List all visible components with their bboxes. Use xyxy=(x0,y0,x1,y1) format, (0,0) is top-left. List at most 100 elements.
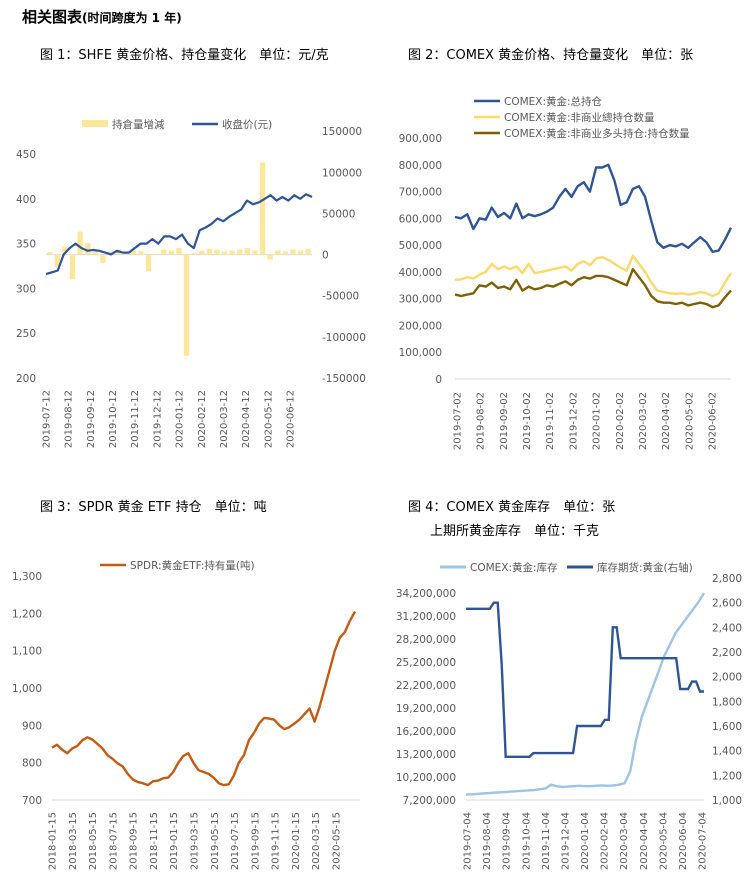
c1-yright-tick: 50000 xyxy=(322,208,355,220)
c1-bar xyxy=(206,248,212,255)
c1-bar xyxy=(161,249,167,255)
c3-x-tick: 2018-05-15 xyxy=(88,812,99,870)
c4-yleft-tick: 16,200,000 xyxy=(396,726,456,738)
c1-yright-tick: 0 xyxy=(322,250,329,262)
c1-legend-bar-label: 持倉量增減 xyxy=(112,118,165,131)
c4-comex-inventory-line xyxy=(465,592,706,796)
c1-bar xyxy=(138,251,144,255)
c1-bar xyxy=(237,249,243,255)
c1-yleft-tick: 250 xyxy=(16,328,36,340)
c2-y-tick: 300,000 xyxy=(399,294,442,306)
c2-series-line xyxy=(454,254,733,298)
c4-legend-shfe-label: 库存期货:黄金(右轴) xyxy=(597,561,693,574)
c2-x-tick: 2020-04-02 xyxy=(661,392,672,450)
c1-x-tick: 2019-12-12 xyxy=(152,390,163,448)
chart1-title: 图 1：SHFE 黄金价格、持仓量变化 单位：元/克 xyxy=(40,48,329,63)
c2-x-tick: 2020-05-02 xyxy=(684,392,695,450)
c2-y-tick: 700,000 xyxy=(399,187,442,199)
c1-x-tick: 2019-11-12 xyxy=(130,390,141,448)
c3-y-tick: 1,100 xyxy=(12,646,42,658)
c4-yright-tick: 1,400 xyxy=(712,746,742,758)
c3-y-tick: 1,000 xyxy=(12,683,42,695)
c1-yright-tick: 150000 xyxy=(322,126,362,138)
c2-y-tick: 200,000 xyxy=(399,320,442,332)
c1-x-tick: 2019-07-12 xyxy=(42,390,53,448)
c4-x-tick: 2019-12-04 xyxy=(560,812,571,870)
c3-x-tick: 2019-09-15 xyxy=(250,812,261,870)
c1-yright-tick: -150000 xyxy=(322,373,366,385)
c1-yright-tick: -100000 xyxy=(322,332,366,344)
c1-bar xyxy=(282,251,288,255)
c1-bar xyxy=(244,248,250,255)
c2-y-tick: 900,000 xyxy=(399,133,442,145)
c2-x-tick: 2019-12-02 xyxy=(568,392,579,450)
c2-legend-0-label: COMEX:黄金:总持仓 xyxy=(504,95,603,108)
c2-y-tick: 800,000 xyxy=(399,160,442,172)
c4-yright-tick: 2,200 xyxy=(712,647,742,659)
c1-yright-tick: 100000 xyxy=(322,167,362,179)
page-heading: 相关图表(时间跨度为 1 年) xyxy=(22,6,182,27)
c1-bar xyxy=(130,250,136,255)
c3-y-tick: 900 xyxy=(22,720,42,732)
c3-x-tick: 2020-05-15 xyxy=(332,812,343,870)
c2-x-tick: 2019-10-02 xyxy=(522,392,533,450)
c1-bar xyxy=(85,243,91,255)
c1-yleft-tick: 350 xyxy=(16,239,36,251)
c1-bar xyxy=(107,251,114,255)
c4-yleft-tick: 25,200,000 xyxy=(396,657,456,669)
c1-bar xyxy=(191,252,197,255)
c3-x-tick: 2018-09-15 xyxy=(129,812,140,870)
c1-x-tick: 2020-01-12 xyxy=(175,390,186,448)
c3-x-tick: 2018-07-15 xyxy=(108,812,119,870)
c4-x-tick: 2020-05-04 xyxy=(658,812,669,870)
c4-yright-tick: 2,800 xyxy=(712,573,742,585)
c3-x-tick: 2019-11-15 xyxy=(271,812,282,870)
c4-x-tick: 2020-02-04 xyxy=(600,812,611,870)
c1-bar xyxy=(297,250,304,255)
c3-x-tick: 2019-05-15 xyxy=(210,812,221,870)
c1-legend-line-label: 收盘价(元) xyxy=(222,118,272,131)
c3-y-tick: 1,300 xyxy=(12,571,42,583)
chart3-title: 图 3：SPDR 黄金 ETF 持仓 单位：吨 xyxy=(40,500,267,515)
c1-bar xyxy=(176,248,182,255)
c4-x-tick: 2019-08-04 xyxy=(482,812,493,870)
c4-yright-tick: 1,200 xyxy=(712,770,742,782)
c4-x-tick: 2019-10-04 xyxy=(521,812,532,870)
c4-x-tick: 2019-11-04 xyxy=(541,812,552,870)
c4-yright-tick: 1,800 xyxy=(712,696,742,708)
c2-y-tick: 400,000 xyxy=(399,267,442,279)
c1-yleft-tick: 200 xyxy=(16,373,36,385)
c3-y-tick: 700 xyxy=(22,795,42,807)
c1-bar xyxy=(62,246,68,255)
c4-yleft-tick: 7,200,000 xyxy=(403,795,456,807)
c4-yright-tick: 2,600 xyxy=(712,598,742,610)
c1-bar xyxy=(305,248,311,255)
c3-x-tick: 2020-03-15 xyxy=(311,812,322,870)
c1-bar xyxy=(77,231,83,255)
c1-yleft-tick: 450 xyxy=(16,149,36,161)
c1-x-tick: 2019-10-12 xyxy=(108,390,119,448)
chart4-title: 图 4：COMEX 黄金库存 单位：张 xyxy=(408,500,616,515)
c4-yright-tick: 1,600 xyxy=(712,721,742,733)
c3-x-tick: 2020-01-15 xyxy=(291,812,302,870)
c4-x-tick: 2020-01-04 xyxy=(580,812,591,870)
c4-yleft-tick: 19,200,000 xyxy=(396,703,456,715)
c4-x-tick: 2020-03-04 xyxy=(619,812,630,870)
c4-x-tick: 2020-04-04 xyxy=(639,812,650,870)
c2-y-tick: 0 xyxy=(435,374,442,386)
c3-x-tick: 2019-07-15 xyxy=(230,812,241,870)
c4-x-tick: 2020-06-04 xyxy=(678,812,689,870)
c4-yright-tick: 2,000 xyxy=(712,672,742,684)
c1-x-tick: 2020-06-12 xyxy=(286,390,297,448)
c1-x-tick: 2020-02-12 xyxy=(197,390,208,448)
c2-series-line xyxy=(454,163,733,254)
c2-x-tick: 2019-09-02 xyxy=(499,392,510,450)
c2-legend-2-label: COMEX:黄金:非商业多头持仓:持仓数量 xyxy=(504,127,690,140)
heading-main: 相关图表 xyxy=(22,8,83,26)
c1-bar xyxy=(168,250,174,255)
c2-series-line xyxy=(454,268,732,309)
c4-shfe-inventory-line xyxy=(466,601,704,758)
